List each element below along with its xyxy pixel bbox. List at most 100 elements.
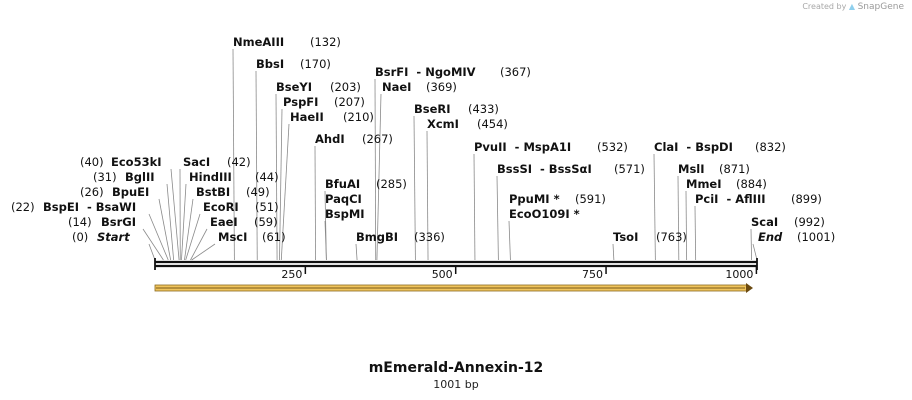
enzyme-nmeaiii[interactable]: NmeAIII	[233, 35, 284, 49]
leader-mmei	[685, 190, 688, 261]
cut-position-start: (0)	[72, 230, 88, 244]
leader-msci	[191, 243, 216, 261]
cut-position-eaei: (59)	[254, 215, 278, 229]
cut-position-end: (1001)	[797, 230, 835, 244]
cut-position-pcii: (899)	[791, 192, 822, 206]
cut-position-bbsi: (170)	[300, 57, 331, 71]
enzyme-hindiii[interactable]: HindIII	[189, 170, 232, 184]
leader-bsrfi	[374, 78, 377, 261]
enzyme-eco0109i[interactable]: EcoO109I *	[509, 207, 580, 221]
cut-position-clai: (832)	[755, 140, 786, 154]
enzyme-ahdi[interactable]: AhdI	[315, 132, 345, 146]
enzyme-bsrgi[interactable]: BsrGI	[101, 215, 136, 229]
leader-bspmi	[324, 220, 327, 261]
enzyme-bfuai[interactable]: BfuAI	[325, 177, 360, 191]
enzyme-labels: Start(0)BsrGI(14)BspEI - BsaWI(22)BpuEI(…	[11, 35, 835, 244]
enzyme-saci[interactable]: SacI	[183, 155, 210, 169]
enzyme-bseyi[interactable]: BseYI	[276, 80, 312, 94]
enzyme-end[interactable]: End	[758, 230, 783, 244]
leader-ahdi	[314, 145, 316, 261]
enzyme-scai[interactable]: ScaI	[751, 215, 778, 229]
cut-position-bsrfi: (367)	[500, 65, 531, 79]
enzyme-pcii[interactable]: PciI - AflIII	[695, 192, 766, 206]
cut-position-bseri: (433)	[468, 102, 499, 116]
leader-pvuii	[473, 153, 476, 261]
cut-position-msli: (871)	[719, 162, 750, 176]
cut-position-bfuai: (285)	[376, 177, 407, 191]
enzyme-xcmi[interactable]: XcmI	[427, 117, 459, 131]
leader-bpuei	[158, 198, 172, 261]
enzyme-bspei[interactable]: BspEI - BsaWI	[43, 200, 136, 214]
cut-position-tsoi: (763)	[656, 230, 687, 244]
leader-bspfi	[279, 108, 283, 261]
snapgene-logo-icon: ▲	[848, 2, 856, 11]
leader-clai	[653, 153, 656, 261]
enzyme-bpuei[interactable]: BpuEI	[112, 185, 149, 199]
enzyme-bspmi[interactable]: BspMI	[325, 207, 365, 221]
cut-position-saci: (42)	[227, 155, 251, 169]
cut-position-nmeaiii: (132)	[310, 35, 341, 49]
enzyme-bsrfi[interactable]: BsrFI - NgoMIV	[375, 65, 476, 79]
enzyme-bstbi[interactable]: BstBI	[196, 185, 230, 199]
snapgene-credit: Created by ▲ SnapGene	[802, 2, 904, 12]
leader-bmgbi	[355, 243, 358, 261]
leader-naei	[376, 93, 382, 261]
leader-eco0109i	[508, 220, 511, 261]
enzyme-bmgbi[interactable]: BmgBI	[356, 230, 398, 244]
feature-arrowhead-icon	[746, 283, 753, 293]
leader-tsoi	[612, 243, 615, 261]
enzyme-tsoi[interactable]: TsoI	[613, 230, 638, 244]
feature-track	[154, 283, 753, 293]
enzyme-msci[interactable]: MscI	[218, 230, 247, 244]
leader-bbsi	[255, 70, 258, 261]
leader-haeii	[280, 123, 290, 261]
cut-position-bseyi: (203)	[330, 80, 361, 94]
leader-bspei	[148, 213, 169, 261]
cut-position-msci: (61)	[262, 230, 286, 244]
cut-position-ahdi: (267)	[362, 132, 393, 146]
leader-nmeaiii	[232, 48, 235, 261]
axis-tick-label-500: 500	[432, 268, 453, 281]
leader-bstbi	[184, 198, 194, 261]
sequence-axis: 250 500 750 1000	[154, 258, 758, 281]
cut-position-ppumi: (591)	[575, 192, 606, 206]
leader-bseyi	[275, 93, 278, 261]
cut-position-ecori: (51)	[255, 200, 279, 214]
cut-position-xcmi: (454)	[477, 117, 508, 131]
cut-position-hindiii: (44)	[255, 170, 279, 184]
leader-lines	[142, 48, 758, 261]
enzyme-bglii[interactable]: BglII	[125, 170, 155, 184]
enzyme-haeii[interactable]: HaeII	[290, 110, 324, 124]
enzyme-paqci[interactable]: PaqCI	[325, 192, 362, 206]
cut-position-scai: (992)	[794, 215, 825, 229]
enzyme-pvuii[interactable]: PvuII - MspA1I	[474, 140, 571, 154]
leader-eaei	[190, 228, 208, 261]
enzyme-bsssi[interactable]: BssSI - BssSαI	[497, 162, 592, 176]
cut-position-bsssi: (571)	[614, 162, 645, 176]
cut-position-bglii: (31)	[93, 170, 117, 184]
enzyme-bbsi[interactable]: BbsI	[256, 57, 284, 71]
leader-bsrgi	[142, 228, 164, 261]
enzyme-eaei[interactable]: EaeI	[210, 215, 238, 229]
leader-bseri	[413, 115, 416, 261]
enzyme-naei[interactable]: NaeI	[382, 80, 411, 94]
enzyme-start[interactable]: Start	[97, 230, 130, 244]
enzyme-bspfi[interactable]: PspFI	[283, 95, 318, 109]
enzyme-bseri[interactable]: BseRI	[414, 102, 451, 116]
construct-title: mEmerald-Annexin-12	[368, 360, 544, 376]
enzyme-msli[interactable]: MslI	[678, 162, 705, 176]
leader-pcii	[694, 205, 697, 261]
enzyme-eco53ki[interactable]: Eco53kI	[111, 155, 162, 169]
cut-position-pvuii: (532)	[597, 140, 628, 154]
axis-tick-label-250: 250	[281, 268, 302, 281]
cut-position-bstbi: (49)	[246, 185, 270, 199]
enzyme-ppumi[interactable]: PpuMI *	[509, 192, 560, 206]
enzyme-ecori[interactable]: EcoRI	[203, 200, 239, 214]
leader-bglii	[166, 183, 175, 261]
leader-eco53ki	[170, 168, 180, 261]
enzyme-clai[interactable]: ClaI - BspDI	[654, 140, 733, 154]
enzyme-mmei[interactable]: MmeI	[686, 177, 722, 191]
construct-length: 1001 bp	[433, 378, 479, 391]
leader-end	[752, 243, 758, 261]
